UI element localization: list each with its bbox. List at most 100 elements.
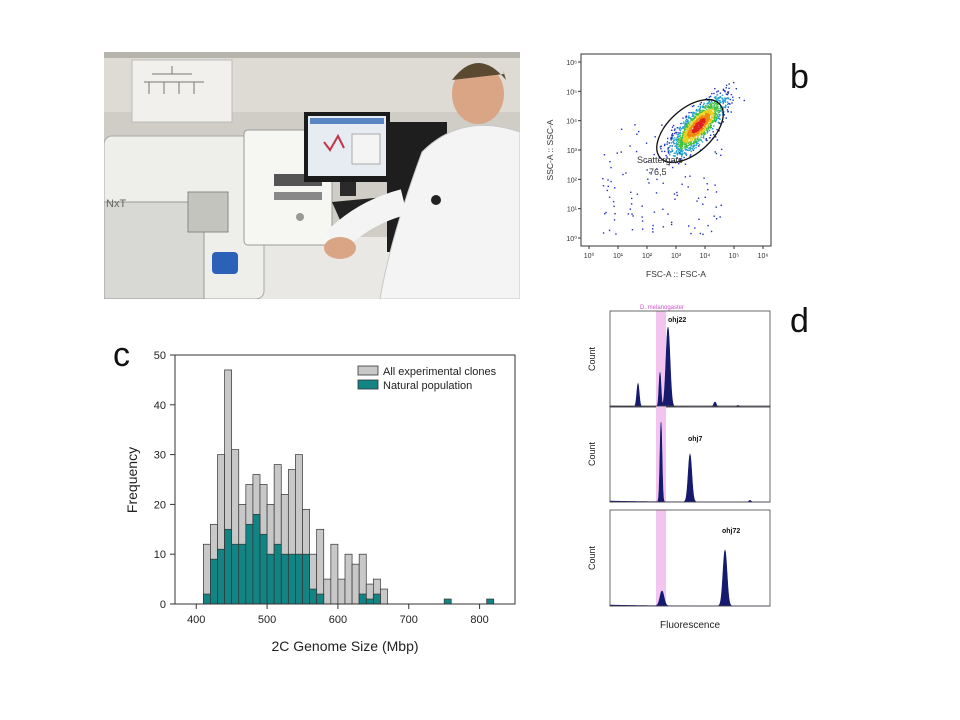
flow-event-dot xyxy=(701,116,703,119)
flow-event-dot xyxy=(709,137,711,139)
flow-event-dot xyxy=(705,138,708,140)
flow-event-dot xyxy=(684,132,687,134)
flow-event-dot xyxy=(704,133,706,135)
flow-event-dot xyxy=(700,134,703,136)
flow-event-dot xyxy=(713,106,716,108)
flow-event-dot xyxy=(707,128,709,130)
flow-event-dot xyxy=(683,127,685,130)
flow-event-dot xyxy=(729,98,732,101)
flow-event-dot xyxy=(717,109,720,112)
flow-event-dot xyxy=(699,111,701,113)
flow-event-dot xyxy=(678,149,681,151)
flow-event-dot xyxy=(706,126,708,129)
flow-event-dot xyxy=(663,150,666,153)
flow-event-dot xyxy=(719,96,721,99)
y-tick-label: 20 xyxy=(154,499,166,511)
flow-event-dot xyxy=(680,144,682,146)
flow-event-dot xyxy=(646,169,648,171)
flow-event-dot xyxy=(692,146,694,148)
flow-event-dot xyxy=(631,229,634,231)
flow-event-dot xyxy=(667,148,669,150)
flow-event-dot xyxy=(671,166,674,169)
flow-event-dot xyxy=(698,123,700,126)
flow-event-dot xyxy=(636,133,638,135)
flow-event-dot xyxy=(722,89,725,92)
flow-event-dot xyxy=(702,105,704,107)
flow-event-dot xyxy=(694,133,696,135)
flow-event-dot xyxy=(726,103,729,105)
flow-event-dot xyxy=(708,112,710,115)
flow-event-dot xyxy=(704,110,706,113)
flow-event-dot xyxy=(701,123,703,125)
flow-event-dot xyxy=(665,154,667,157)
flow-event-dot xyxy=(697,110,699,112)
flow-event-dot xyxy=(719,95,721,98)
y-tick-label: 50 xyxy=(154,350,166,362)
legend-label-clones: All experimental clones xyxy=(383,366,497,378)
flow-event-dot xyxy=(698,218,700,221)
flow-event-dot xyxy=(682,127,684,129)
flow-event-dot xyxy=(700,136,702,138)
panel-label-c: c xyxy=(113,336,130,374)
flow-event-dot xyxy=(687,125,689,127)
flow-event-dot xyxy=(713,107,716,110)
flow-event-dot xyxy=(701,127,703,129)
flow-event-dot xyxy=(679,127,681,130)
flow-event-dot xyxy=(685,115,688,117)
flow-event-dot xyxy=(703,131,705,134)
flow-event-dot xyxy=(724,99,726,101)
flow-event-dot xyxy=(714,114,716,117)
flow-event-dot xyxy=(663,144,666,147)
flow-event-dot xyxy=(695,124,697,126)
flow-event-dot xyxy=(662,182,664,184)
flow-event-dot xyxy=(696,143,698,145)
scatter-gate-ellipse xyxy=(656,98,724,164)
peak-label-1: ohj22 xyxy=(668,317,686,324)
flow-event-dot xyxy=(641,228,644,230)
flow-event-dot xyxy=(705,112,708,114)
flow-event-dot xyxy=(714,184,716,186)
flow-event-dot xyxy=(718,114,721,116)
flow-event-dot xyxy=(686,122,688,125)
flow-event-dot xyxy=(715,206,717,208)
flow-event-dot xyxy=(717,90,719,92)
flow-event-dot xyxy=(700,139,702,142)
flow-event-dot xyxy=(708,100,710,103)
flow-event-dot xyxy=(686,141,689,144)
flow-event-dot xyxy=(709,127,711,129)
histogram-y-label: Frequency xyxy=(124,447,140,513)
flow-event-dot xyxy=(606,189,609,192)
flow-event-dot xyxy=(686,119,689,121)
flow-event-dot xyxy=(702,110,704,113)
flow-event-dot xyxy=(676,147,678,150)
flow-event-dot xyxy=(602,185,605,187)
flow-event-dot xyxy=(703,177,705,179)
flow-event-dot xyxy=(673,129,676,132)
flow-event-dot xyxy=(672,138,674,140)
flow-event-dot xyxy=(699,132,701,135)
flow-event-dot xyxy=(716,102,718,105)
flow-event-dot xyxy=(682,143,684,145)
x-tick-label: 500 xyxy=(258,614,276,626)
flow-event-dot xyxy=(699,138,701,140)
flow-event-dot xyxy=(652,224,654,227)
flow-event-dot xyxy=(709,120,711,123)
flow-event-dot xyxy=(722,99,724,102)
flow-event-dot xyxy=(680,141,682,143)
flow-event-dot xyxy=(710,230,713,233)
flow-event-dot xyxy=(680,155,683,158)
flow-event-dot xyxy=(692,143,694,145)
flow-event-dot xyxy=(722,121,724,123)
flow-event-dot xyxy=(693,125,695,127)
flow-event-dot xyxy=(702,136,704,138)
flow-event-dot xyxy=(724,104,727,107)
flow-event-dot xyxy=(708,126,711,128)
flow-event-dot xyxy=(699,107,701,110)
flow-event-dot xyxy=(686,128,688,130)
flow-event-dot xyxy=(689,141,692,143)
flow-event-dot xyxy=(708,113,711,116)
flow-event-dot xyxy=(684,129,686,131)
flow-event-dot xyxy=(697,117,699,120)
flow-event-dot xyxy=(679,141,681,144)
flow-event-dot xyxy=(702,133,704,135)
